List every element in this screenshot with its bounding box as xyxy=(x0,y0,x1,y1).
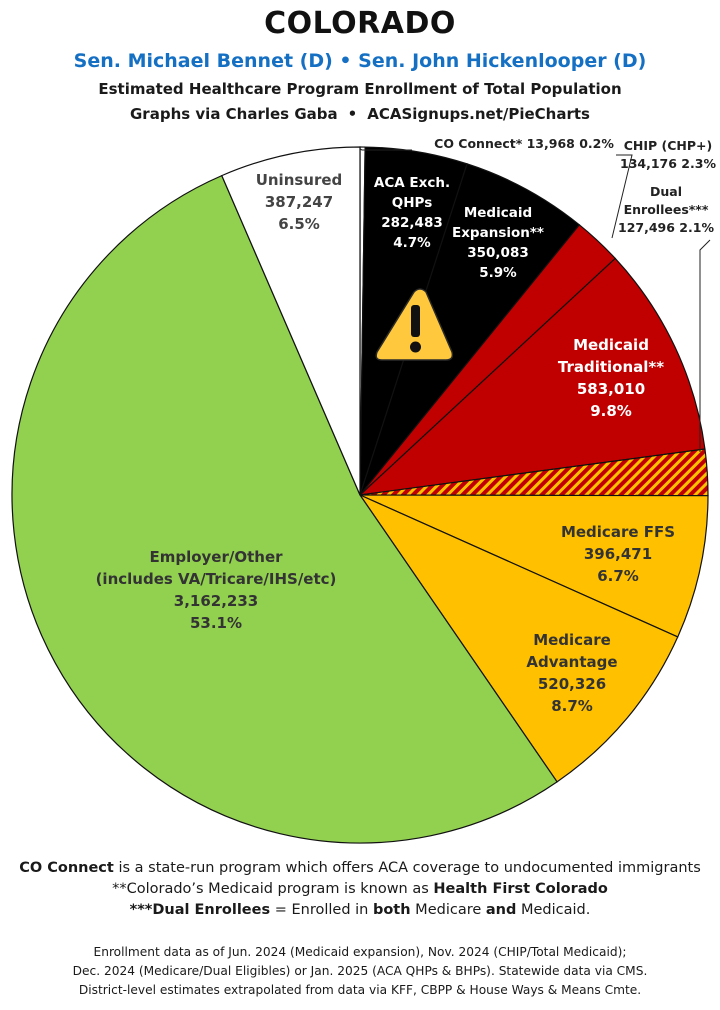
senators-subtitle: Sen. Michael Bennet (D) • Sen. John Hick… xyxy=(73,50,647,72)
slice-label-employer-other: Employer/Other (includes VA/Tricare/IHS/e… xyxy=(96,548,337,632)
footnote-text: Medicaid. xyxy=(516,902,591,918)
website-link[interactable]: ACASignups.net/PieCharts xyxy=(367,105,590,123)
pie-slice-medicaid xyxy=(358,257,706,496)
credit-line: Graphs via Charles Gaba • ACASignups.net/P… xyxy=(0,105,720,123)
pie-slice-uninsured xyxy=(221,146,361,496)
leader-line-dual-enrollees xyxy=(699,239,711,452)
warning-triangle-icon xyxy=(375,288,454,361)
slice-label-dual: Dual Enrollees*** 127,496 2.1% xyxy=(618,184,714,235)
slice-label-medicare-ffs: Medicare FFS 396,471 6.7% xyxy=(561,523,675,585)
pie-slice-medicare xyxy=(358,493,679,783)
pie-chart: CO Connect* 13,968 0.2% ACA Exch. QHPs 282,… xyxy=(11,136,716,844)
pie-slice-medicaid xyxy=(359,163,581,496)
footnote-line: ***Dual Enrollees = Enrolled in both Med… xyxy=(0,900,720,921)
page-title: COLORADO xyxy=(264,6,456,41)
slice-label-medicaid: Medicaid Traditional** 583,010 9.8% xyxy=(558,336,664,420)
source-line: District-level estimates extrapolated fr… xyxy=(78,983,642,997)
footnote-line: **Colorado’s Medicaid program is known a… xyxy=(0,879,720,900)
footnotes: CO Connect is a state-run program which … xyxy=(0,858,720,921)
footnote-text: is a state-run program which offers ACA … xyxy=(113,860,701,876)
source-line: Dec. 2024 (Medicare/Dual Eligibles) or J… xyxy=(72,964,648,978)
bullet-separator: • xyxy=(347,105,358,123)
footnote-text: Medicare xyxy=(410,902,486,918)
leader-line-chip xyxy=(611,154,633,239)
footnote-text: and xyxy=(485,902,517,918)
footnote-text: both xyxy=(372,902,411,918)
slice-label-chip-chp: CHIP (CHP+) 134,176 2.3% xyxy=(620,138,716,171)
slice-label-medicare: Medicare Advantage 520,326 8.7% xyxy=(526,631,617,715)
slice-label-co-connect-13-968-0-2: CO Connect* 13,968 0.2% xyxy=(434,136,614,151)
footnote-text: **Colorado’s Medicaid program is known a… xyxy=(112,881,434,897)
footnote-text: = Enrolled in xyxy=(270,902,373,918)
chart-description: Estimated Healthcare Program Enrollment … xyxy=(98,80,622,98)
slice-label-aca-exch: ACA Exch. QHPs 282,483 4.7% xyxy=(374,175,450,251)
credit-text: Graphs via Charles Gaba xyxy=(130,105,338,123)
source-line: Enrollment data as of Jun. 2024 (Medicai… xyxy=(93,945,627,959)
footnote-text: CO Connect xyxy=(19,860,114,876)
slice-label-medicaid: Medicaid Expansion** 350,083 5.9% xyxy=(452,205,544,281)
pie-slice-employer-other xyxy=(11,174,558,844)
footnote-text: ***Dual Enrollees xyxy=(129,902,271,918)
footnote-line: CO Connect is a state-run program which … xyxy=(0,858,720,879)
slice-label-uninsured: Uninsured 387,247 6.5% xyxy=(256,171,343,233)
source-notes: Enrollment data as of Jun. 2024 (Medicai… xyxy=(0,943,720,1000)
footnote-text: Health First Colorado xyxy=(433,881,608,897)
leader-line-co-connect xyxy=(359,148,412,151)
pie-slice-medicare-ffs xyxy=(359,494,709,638)
